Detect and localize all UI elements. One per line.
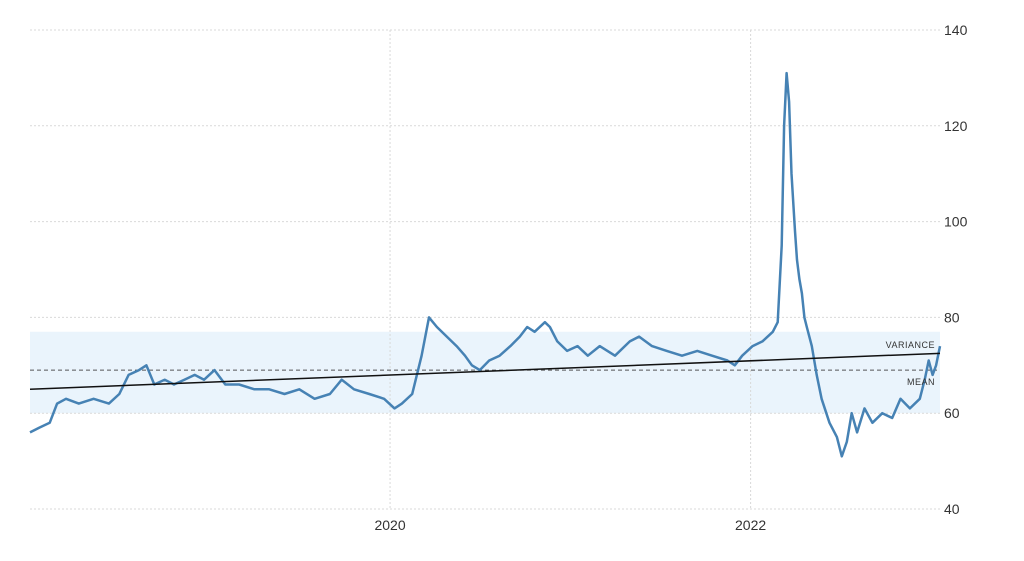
annotation-layer: VARIANCE MEAN	[886, 340, 935, 387]
variance-band-layer	[30, 331, 940, 414]
variance-band	[30, 331, 940, 414]
y-tick-label: 80	[944, 309, 960, 325]
variance-label: VARIANCE	[886, 340, 935, 350]
series-layer	[29, 71, 942, 458]
y-tick-label: 100	[944, 214, 968, 230]
trend-line	[29, 352, 941, 390]
y-tick-label: 140	[944, 22, 968, 38]
trend-layer	[29, 352, 941, 390]
y-tick-label: 40	[944, 501, 960, 517]
x-tick-label: 2022	[735, 517, 766, 533]
series-line	[29, 71, 942, 458]
y-tick-label: 120	[944, 118, 968, 134]
mean-label: MEAN	[907, 377, 935, 387]
x-tick-label: 2020	[374, 517, 405, 533]
axis-layer: 40 60 80 100 120 140 2020 2022	[374, 22, 967, 533]
grid-layer	[30, 29, 940, 510]
y-tick-label: 60	[944, 405, 960, 421]
